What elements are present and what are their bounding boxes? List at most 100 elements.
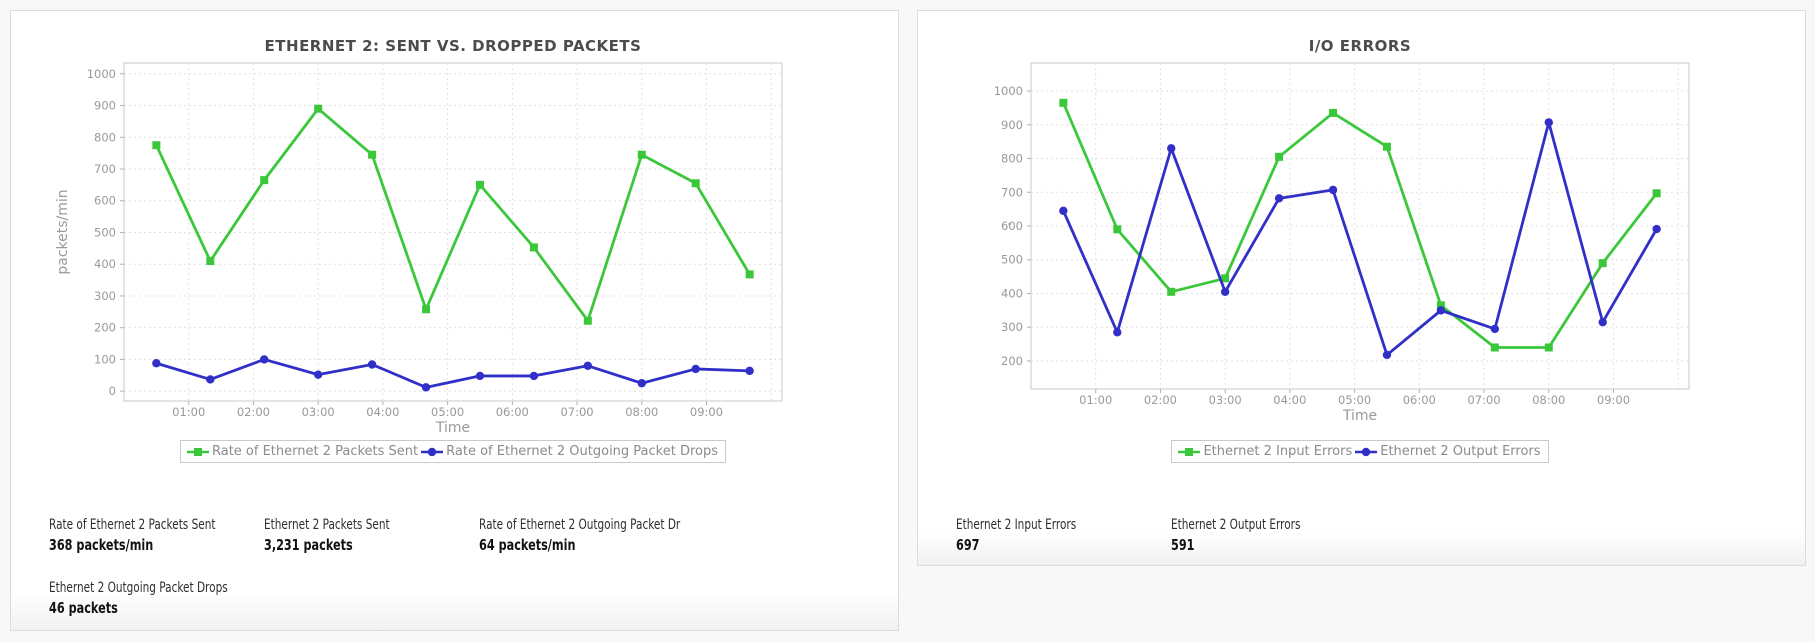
data-point[interactable]	[421, 383, 431, 392]
data-point[interactable]	[206, 257, 215, 266]
line-chart-sent-vs-dropped[interactable]: 0 100 200 300 400 500 600 700 800 900 1000 01:00 02:…	[11, 11, 898, 445]
stat-item: Ethernet 2 Input Errors 697	[956, 516, 1171, 555]
data-point[interactable]	[1113, 328, 1122, 337]
y-tick-label: 1000	[994, 84, 1023, 98]
data-point[interactable]	[475, 180, 484, 189]
x-tick-label: 03:00	[302, 405, 335, 419]
legend-item[interactable]: Ethernet 2 Output Errors	[1354, 444, 1541, 459]
data-point[interactable]	[260, 355, 269, 364]
chart-canvas: 200 300 400 500 600 700 800 900 1000 01:00 02:00 03…	[994, 62, 1690, 424]
data-point[interactable]	[1544, 343, 1553, 352]
data-point[interactable]	[152, 141, 161, 150]
data-point[interactable]	[367, 360, 377, 369]
data-point[interactable]	[260, 176, 269, 185]
x-tick-label: 05:00	[1338, 393, 1371, 407]
data-point[interactable]	[745, 270, 754, 279]
stat-value: 46 packets	[49, 599, 118, 617]
data-point[interactable]	[1221, 274, 1230, 283]
x-tick-label: 09:00	[1597, 393, 1630, 407]
x-tick-label: 08:00	[1532, 393, 1565, 407]
circle-series-marker-icon	[1355, 447, 1378, 456]
x-tick-label: 06:00	[496, 405, 529, 419]
y-tick-label: 900	[1001, 118, 1023, 132]
data-point[interactable]	[313, 370, 323, 379]
data-point[interactable]	[368, 150, 377, 159]
legend-label: Ethernet 2 Input Errors	[1203, 444, 1353, 459]
data-point[interactable]	[314, 104, 323, 113]
legend-box: Rate of Ethernet 2 Packets Sent Rate of E…	[179, 440, 727, 463]
line-chart-io-errors[interactable]: 200 300 400 500 600 700 800 900 1000 01:00 02:00 03…	[918, 11, 1805, 433]
data-point[interactable]	[637, 150, 646, 159]
y-tick-label: 400	[1001, 286, 1023, 300]
stat-value: 368 packets/min	[49, 536, 154, 554]
data-point[interactable]	[1382, 142, 1391, 151]
data-point[interactable]	[1436, 306, 1446, 315]
data-point[interactable]	[1275, 152, 1284, 161]
legend-item[interactable]: Ethernet 2 Input Errors	[1177, 444, 1352, 459]
data-point[interactable]	[152, 359, 161, 368]
series-line	[1061, 101, 1659, 349]
data-point[interactable]	[637, 379, 646, 388]
data-point[interactable]	[691, 364, 700, 374]
y-tick-label: 300	[94, 289, 116, 303]
x-tick-label: 09:00	[690, 405, 723, 419]
square-series-marker-icon	[1178, 447, 1201, 456]
chart-canvas: 0 100 200 300 400 500 600 700 800 900 1000 01:00 02:…	[87, 62, 783, 436]
x-tick-label: 08:00	[625, 405, 658, 419]
data-point[interactable]	[1652, 189, 1661, 198]
data-point[interactable]	[1436, 301, 1445, 310]
data-point[interactable]	[1059, 206, 1068, 216]
y-tick-label: 900	[94, 99, 116, 113]
data-point[interactable]	[583, 361, 593, 370]
data-point[interactable]	[1490, 324, 1500, 334]
data-point[interactable]	[583, 316, 592, 325]
y-tick-label: 600	[1001, 219, 1023, 233]
legend-item[interactable]: Rate of Ethernet 2 Outgoing Packet Drops	[420, 444, 718, 459]
chart-stats: Rate of Ethernet 2 Packets Sent 368 packe…	[49, 516, 694, 618]
x-tick-label: 02:00	[1144, 393, 1177, 407]
data-point[interactable]	[1059, 98, 1068, 107]
data-point[interactable]	[1113, 225, 1122, 234]
data-point[interactable]	[1167, 287, 1176, 296]
data-point[interactable]	[422, 305, 431, 314]
data-point[interactable]	[529, 243, 538, 252]
stat-item: Rate of Ethernet 2 Packets Sent 368 packe…	[49, 516, 264, 555]
data-point[interactable]	[1274, 194, 1284, 203]
data-point[interactable]	[475, 371, 485, 381]
legend-label: Ethernet 2 Output Errors	[1380, 444, 1541, 459]
x-tick-label: 03:00	[1209, 393, 1242, 407]
stat-label: Rate of Ethernet 2 Outgoing Packet Dr	[479, 517, 681, 533]
data-point[interactable]	[1328, 185, 1338, 195]
data-point[interactable]	[691, 179, 700, 188]
data-point[interactable]	[1598, 259, 1607, 268]
circle-series-marker-icon	[421, 447, 444, 456]
plot-border	[123, 62, 783, 402]
series-line	[154, 107, 752, 323]
legend-item[interactable]: Rate of Ethernet 2 Packets Sent	[186, 444, 418, 459]
x-tick-label: 07:00	[560, 405, 593, 419]
data-point[interactable]	[1598, 317, 1607, 327]
data-point[interactable]	[1220, 287, 1230, 297]
data-point[interactable]	[529, 371, 539, 381]
data-point[interactable]	[1490, 343, 1499, 352]
legend-label: Rate of Ethernet 2 Packets Sent	[211, 444, 419, 459]
y-tick-label: 700	[1001, 185, 1023, 199]
data-point[interactable]	[745, 366, 754, 376]
y-tick-label: 1000	[87, 67, 116, 81]
data-point[interactable]	[1382, 350, 1392, 360]
stat-label: Ethernet 2 Packets Sent	[264, 517, 390, 533]
data-point[interactable]	[1652, 224, 1661, 234]
y-tick-label: 600	[94, 194, 116, 208]
chart-legend: Ethernet 2 Input Errors Ethernet 2 Output…	[1031, 440, 1689, 463]
data-point[interactable]	[1544, 118, 1553, 127]
y-tick-label: 700	[94, 162, 116, 176]
y-tick-label: 100	[94, 352, 116, 366]
stat-label: Ethernet 2 Outgoing Packet Drops	[49, 580, 228, 596]
x-tick-label: 01:00	[1079, 393, 1112, 407]
data-point[interactable]	[1329, 108, 1338, 117]
stat-value: 697	[956, 536, 980, 554]
stat-label: Rate of Ethernet 2 Packets Sent	[49, 517, 216, 533]
data-point[interactable]	[206, 375, 215, 384]
data-point[interactable]	[1167, 144, 1176, 153]
legend-box: Ethernet 2 Input Errors Ethernet 2 Output…	[1171, 440, 1549, 463]
